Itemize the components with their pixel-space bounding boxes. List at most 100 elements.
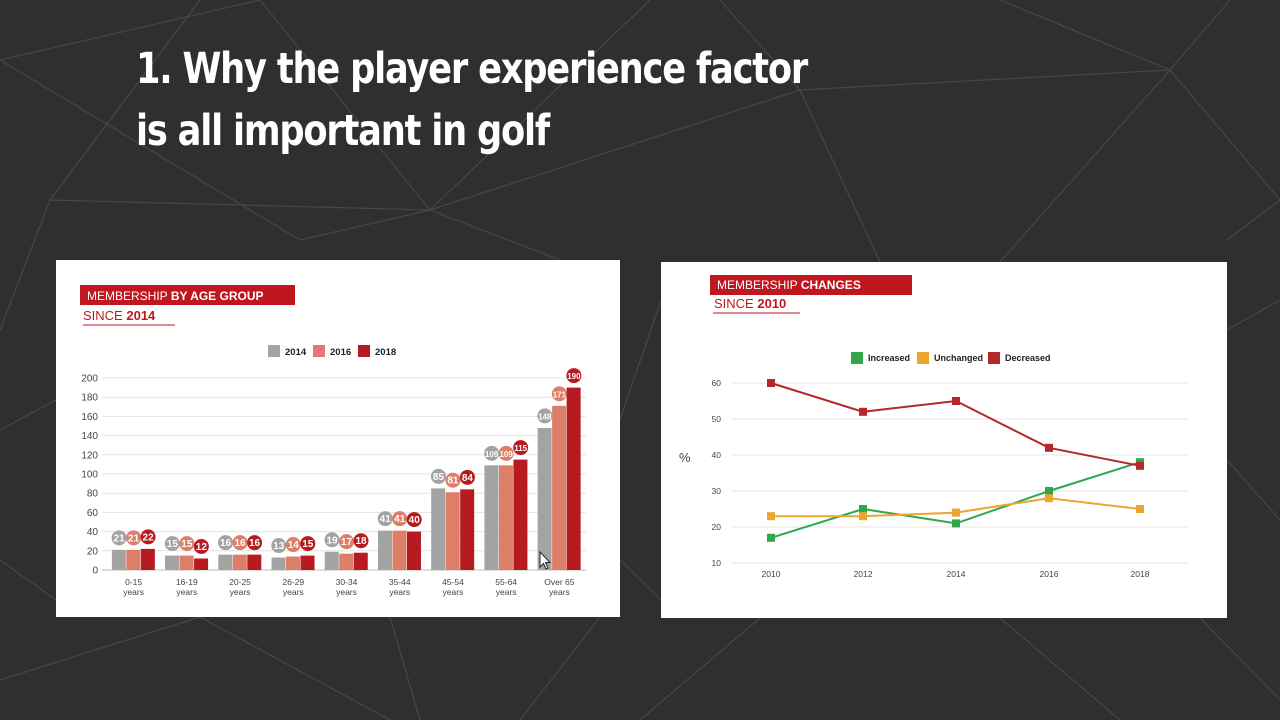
bar (537, 427, 552, 570)
data-label: 148 (538, 412, 552, 421)
x-tick-label: 16-19 (176, 577, 198, 587)
bar (300, 555, 315, 570)
chart-title: MEMBERSHIP BY AGE GROUP (87, 289, 264, 303)
series-points (767, 379, 1144, 542)
chart-title-light: MEMBERSHIP (87, 289, 168, 303)
bar (445, 492, 460, 570)
data-label-bubble (484, 445, 500, 461)
data-label: 190 (567, 372, 581, 381)
data-label-bubble (126, 530, 142, 546)
data-label-bubble (218, 535, 234, 551)
membership-changes-chart: MEMBERSHIP CHANGES SINCE 2010 % 60504030… (679, 275, 1188, 579)
data-label: 21 (128, 533, 140, 544)
data-label: 171 (553, 390, 567, 399)
data-point (952, 508, 960, 517)
data-label: 40 (409, 515, 421, 526)
x-tick-label: Over 65 (544, 577, 575, 587)
data-point (767, 533, 775, 542)
data-label-bubble (285, 537, 301, 553)
data-label: 84 (462, 473, 474, 484)
data-label-bubble (193, 538, 209, 554)
slide-title: 1. Why the player experience factor is a… (136, 38, 808, 162)
data-label-bubble (324, 532, 340, 548)
y-tick-label: 40 (87, 527, 99, 538)
data-label: 16 (249, 538, 261, 549)
data-label: 12 (196, 542, 208, 553)
data-point (1136, 505, 1144, 513)
x-tick-label: years (443, 587, 464, 597)
x-tick-label: years (123, 587, 144, 597)
x-tick-label: 45-54 (442, 577, 464, 587)
legend-label: 2014 (285, 347, 307, 358)
chart-subtitle-bold: 2014 (126, 308, 156, 323)
data-label-bubble (271, 538, 287, 554)
data-point (1045, 494, 1053, 503)
data-label-bubble (459, 469, 475, 485)
data-label-bubble (339, 534, 354, 550)
data-label: 15 (167, 539, 179, 550)
data-point (859, 512, 867, 521)
chart-title-light: MEMBERSHIP (717, 278, 798, 292)
y-tick-label: 60 (87, 508, 99, 519)
data-point (1045, 443, 1053, 452)
data-label-bubble (300, 536, 316, 552)
data-label-bubble (513, 440, 529, 456)
bar (566, 387, 581, 570)
bar (286, 556, 301, 570)
data-label: 41 (380, 514, 392, 525)
data-label-bubble (353, 533, 369, 549)
y-tick-label: 200 (81, 374, 98, 385)
y-tick-label: 100 (81, 470, 98, 481)
x-tick-label: years (496, 587, 517, 597)
bar (377, 530, 392, 570)
y-axis-label: % (679, 450, 691, 465)
data-label: 17 (341, 537, 353, 548)
data-label: 115 (514, 444, 527, 453)
y-axis-ticks: 60 50 40 30 20 10 (712, 378, 722, 568)
legend-label: Unchanged (934, 353, 983, 363)
gridlines (731, 382, 1188, 564)
data-label-bubble (140, 529, 156, 545)
bar (140, 548, 155, 570)
data-label: 109 (485, 450, 499, 459)
data-label: 16 (220, 538, 232, 549)
x-tick-label: 2016 (1040, 569, 1059, 579)
data-label: 18 (355, 536, 367, 547)
chart-title-bold: CHANGES (801, 278, 861, 292)
chart-subtitle-light: SINCE (714, 296, 754, 311)
bar (339, 553, 354, 570)
data-label-bubble (111, 530, 127, 546)
x-tick-label: 2018 (1131, 569, 1150, 579)
bar (247, 554, 262, 570)
data-label-bubble (392, 511, 408, 527)
data-point (767, 512, 775, 521)
x-tick-label: 55-64 (495, 577, 517, 587)
data-point (1045, 487, 1053, 495)
bar (218, 554, 233, 570)
data-point (1136, 461, 1144, 470)
y-tick-label: 120 (81, 450, 98, 461)
x-tick-label: years (389, 587, 410, 597)
bar (324, 551, 339, 570)
bar (460, 489, 475, 570)
bar (513, 459, 528, 570)
y-tick-label: 140 (81, 431, 98, 442)
legend-label: 2018 (375, 347, 396, 358)
data-label-bubble (430, 468, 446, 484)
x-tick-label: 26-29 (282, 577, 304, 587)
x-axis-ticks: 0-15years16-19years20-25years26-29years3… (123, 577, 575, 597)
legend-label: Decreased (1005, 353, 1051, 363)
legend-swatch (313, 345, 325, 357)
data-label: 85 (433, 472, 445, 483)
data-label: 15 (181, 539, 193, 550)
data-label: 14 (288, 540, 300, 551)
data-point (859, 505, 867, 513)
y-tick-label: 20 (87, 546, 99, 557)
data-label: 81 (447, 476, 459, 487)
bar (165, 555, 180, 570)
membership-by-age-chart-panel: MEMBERSHIP BY AGE GROUP SINCE 2014 0 20 40… (56, 260, 620, 617)
x-tick-label: years (336, 587, 357, 597)
data-point (952, 519, 960, 528)
